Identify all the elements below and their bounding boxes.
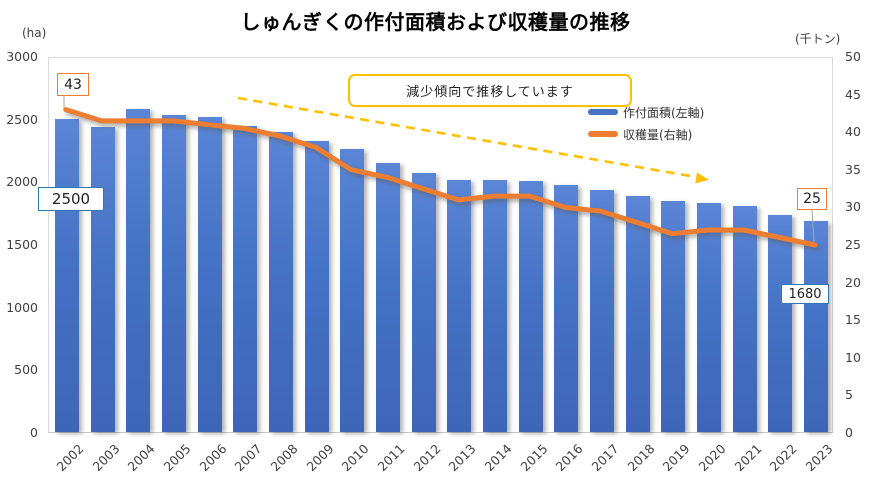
y-tick-left-0: 0 [30,425,38,440]
bar-2009[interactable] [304,141,329,432]
legend-item-harvest[interactable]: 収穫量(右軸) [588,123,704,145]
y-tick-right-35: 35 [845,161,861,177]
legend-item-area[interactable]: 作付面積(左軸) [588,101,704,123]
y-tick-right-45: 45 [845,86,861,102]
bar-2021[interactable] [732,206,757,432]
bar-2016[interactable] [554,185,579,432]
data-label-bar-2023[interactable]: 1680 [781,284,829,304]
bar-2019[interactable] [661,201,686,432]
bar-2002[interactable] [54,118,79,432]
y-tick-right-30: 30 [845,199,861,215]
bar-2012[interactable] [411,172,436,432]
y-tick-left-500: 500 [14,362,38,378]
right-axis-unit: (千トン) [795,32,841,46]
y-tick-right-0: 0 [845,425,853,440]
bar-2007[interactable] [233,126,258,432]
area-series-swatch [588,109,618,115]
y-tick-right-50: 50 [845,49,861,64]
y-tick-right-15: 15 [845,312,861,328]
y-tick-left-3000: 3000 [6,49,38,64]
bar-2015[interactable] [518,181,543,432]
y-tick-left-2500: 2500 [6,111,38,127]
annotation-box[interactable]: 減少傾向で推移しています [348,74,632,107]
y-tick-right-25: 25 [845,237,861,252]
bar-2003[interactable] [90,127,115,432]
bar-2006[interactable] [197,117,222,432]
bar-2010[interactable] [340,148,365,432]
bar-2004[interactable] [126,108,151,432]
bar-2005[interactable] [161,114,186,432]
data-label-bar-2002[interactable]: 2500 [38,187,104,211]
data-label-line-2023[interactable]: 25 [797,188,827,210]
bar-2011[interactable] [375,162,400,432]
harvest-series-swatch [588,131,618,137]
bar-2022[interactable] [768,215,793,432]
y-tick-left-1500: 1500 [6,237,38,252]
y-tick-right-10: 10 [845,349,861,365]
legend-label-harvest: 収穫量(右軸) [623,127,693,142]
bar-2014[interactable] [483,180,508,432]
legend: 作付面積(左軸) 収穫量(右軸) [588,101,704,145]
bar-2018[interactable] [625,196,650,432]
y-tick-left-2000: 2000 [6,174,38,190]
data-label-line-2002[interactable]: 43 [57,73,89,96]
bar-2017[interactable] [590,190,615,432]
bar-2023[interactable] [804,221,829,432]
chart-title: しゅんぎくの作付面積および収穫量の推移 [240,10,631,34]
legend-label-area: 作付面積(左軸) [623,105,705,120]
y-tick-right-5: 5 [845,387,853,403]
plot-area [48,57,833,433]
bar-2013[interactable] [447,180,472,432]
y-tick-right-40: 40 [845,124,861,140]
left-axis-unit: (ha) [22,26,47,40]
bar-2020[interactable] [697,202,722,432]
bar-2008[interactable] [268,132,293,432]
y-tick-right-20: 20 [845,274,861,290]
y-tick-left-1000: 1000 [6,299,38,315]
